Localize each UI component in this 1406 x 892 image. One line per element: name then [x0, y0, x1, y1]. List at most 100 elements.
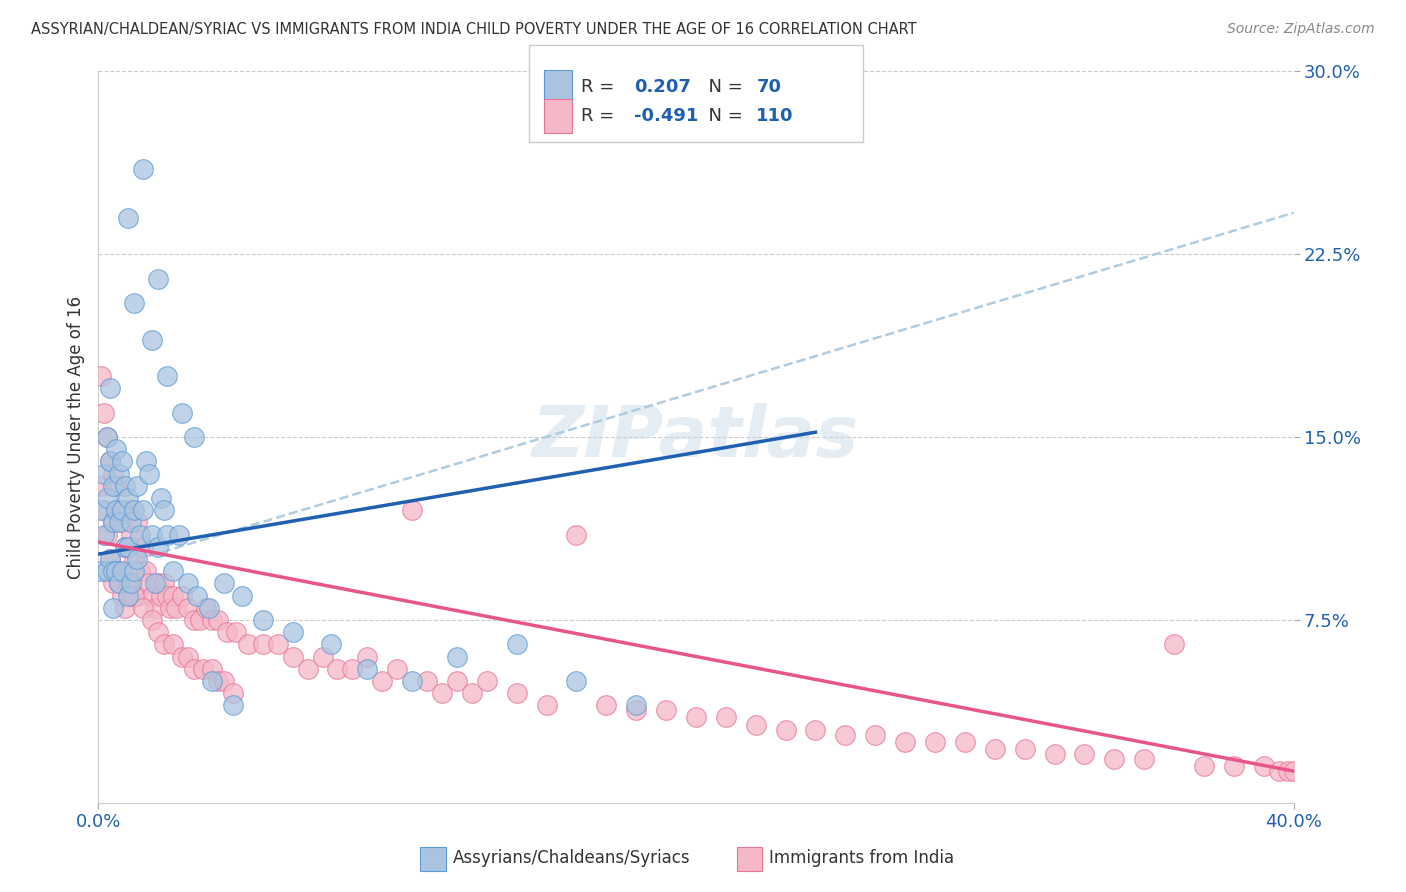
Point: [1014, 742, 1036, 756]
Point: [252, 637, 274, 651]
Point: [103, 564, 125, 578]
Point: [236, 637, 259, 651]
Point: [225, 625, 247, 640]
Point: [103, 600, 125, 615]
Text: R =: R =: [581, 107, 620, 125]
Point: [93, 503, 115, 517]
Point: [114, 540, 136, 554]
Point: [191, 662, 214, 676]
Point: [156, 527, 179, 541]
Point: [1282, 764, 1305, 778]
Point: [108, 516, 131, 530]
Point: [93, 406, 115, 420]
Point: [201, 662, 224, 676]
Point: [156, 589, 179, 603]
Point: [114, 479, 136, 493]
Point: [401, 503, 423, 517]
Point: [98, 381, 122, 395]
Point: [326, 662, 349, 676]
Point: [1073, 747, 1095, 761]
Point: [103, 479, 125, 493]
Point: [150, 491, 173, 505]
Point: [1267, 764, 1289, 778]
Point: [924, 735, 946, 749]
Point: [207, 673, 229, 688]
Point: [108, 576, 131, 591]
Point: [626, 698, 648, 713]
Point: [222, 698, 245, 713]
Point: [162, 589, 184, 603]
Point: [105, 442, 128, 457]
Point: [231, 589, 253, 603]
Point: [108, 467, 131, 481]
Point: [595, 698, 617, 713]
Point: [201, 673, 224, 688]
Point: [953, 735, 976, 749]
Point: [356, 649, 378, 664]
Point: [127, 589, 149, 603]
Text: 110: 110: [756, 107, 794, 125]
Point: [120, 527, 142, 541]
Point: [153, 637, 176, 651]
Point: [162, 564, 184, 578]
Point: [117, 589, 139, 603]
Point: [1192, 759, 1215, 773]
Point: [195, 600, 218, 615]
Point: [984, 742, 1007, 756]
Point: [281, 649, 304, 664]
Text: R =: R =: [581, 78, 620, 95]
Point: [804, 723, 827, 737]
Point: [207, 613, 229, 627]
Text: Source: ZipAtlas.com: Source: ZipAtlas.com: [1227, 22, 1375, 37]
Point: [162, 637, 184, 651]
Point: [186, 589, 208, 603]
Point: [215, 625, 238, 640]
Point: [93, 527, 115, 541]
Point: [120, 589, 142, 603]
Point: [105, 564, 128, 578]
Point: [281, 625, 304, 640]
Point: [103, 467, 125, 481]
Point: [188, 613, 211, 627]
Point: [103, 576, 125, 591]
Point: [222, 686, 245, 700]
Point: [745, 718, 768, 732]
Point: [156, 369, 179, 384]
Point: [132, 161, 155, 176]
Point: [90, 369, 112, 384]
Point: [461, 686, 484, 700]
Point: [114, 600, 136, 615]
Point: [172, 649, 194, 664]
Point: [834, 727, 856, 741]
Point: [446, 649, 468, 664]
Point: [183, 430, 205, 444]
Point: [183, 662, 205, 676]
Point: [108, 576, 131, 591]
Point: [117, 576, 139, 591]
Point: [124, 589, 146, 603]
Point: [401, 673, 423, 688]
Point: [132, 540, 155, 554]
Point: [416, 673, 439, 688]
Point: [446, 673, 468, 688]
Point: [167, 527, 190, 541]
Point: [775, 723, 797, 737]
Point: [685, 710, 707, 724]
Point: [153, 576, 176, 591]
Point: [430, 686, 453, 700]
Point: [198, 600, 221, 615]
Point: [177, 600, 200, 615]
Point: [626, 703, 648, 717]
Point: [111, 516, 134, 530]
Point: [111, 454, 134, 468]
Point: [96, 527, 118, 541]
Point: [141, 527, 163, 541]
Point: [90, 479, 112, 493]
Point: [1163, 637, 1185, 651]
Point: [105, 564, 128, 578]
Point: [90, 503, 112, 517]
Point: [135, 454, 157, 468]
Point: [150, 589, 173, 603]
Point: [321, 637, 343, 651]
Point: [96, 564, 118, 578]
